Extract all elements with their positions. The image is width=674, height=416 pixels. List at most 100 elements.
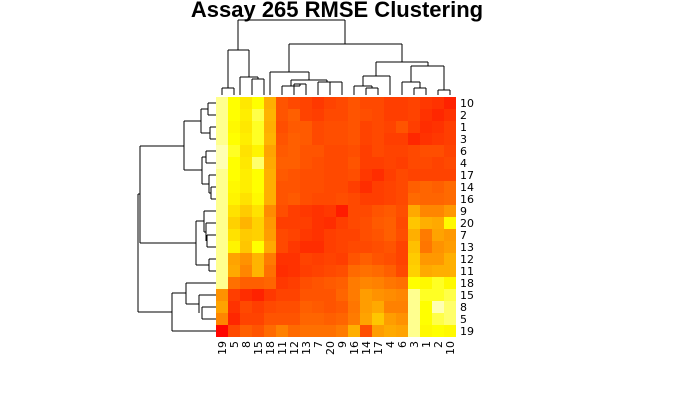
heatmap-cell-r14-c8 [240, 181, 252, 193]
heatmap-cell-r7-c11 [276, 229, 288, 241]
heatmap-cell-r4-c8 [240, 157, 252, 169]
heatmap-cell-r18-c9 [336, 277, 348, 289]
heatmap-cell-r17-c11 [276, 169, 288, 181]
heatmap-cell-r7-c15 [252, 229, 264, 241]
heatmap-cell-r11-c5 [228, 265, 240, 277]
heatmap-cell-r2-c2 [432, 109, 444, 121]
heatmap-cell-r18-c18 [264, 277, 276, 289]
heatmap-cell-r6-c12 [288, 145, 300, 157]
heatmap-cell-r5-c11 [276, 313, 288, 325]
heatmap-cell-r9-c8 [240, 205, 252, 217]
heatmap-cell-r15-c20 [324, 289, 336, 301]
heatmap-cell-r8-c10 [444, 301, 456, 313]
heatmap-cell-r17-c4 [384, 169, 396, 181]
row-label: 9 [460, 205, 467, 218]
heatmap-cell-r14-c11 [276, 181, 288, 193]
heatmap-cell-r16-c9 [336, 193, 348, 205]
heatmap-cell-r3-c11 [276, 133, 288, 145]
heatmap-cell-r20-c1 [420, 217, 432, 229]
heatmap-cell-r2-c13 [300, 109, 312, 121]
heatmap-cell-r4-c12 [288, 157, 300, 169]
heatmap-cell-r16-c7 [312, 193, 324, 205]
heatmap-cell-r5-c1 [420, 313, 432, 325]
heatmap-cell-r6-c6 [396, 145, 408, 157]
heatmap-cell-r17-c8 [240, 169, 252, 181]
heatmap-cell-r18-c11 [276, 277, 288, 289]
heatmap-cell-r2-c1 [420, 109, 432, 121]
heatmap-cell-r1-c2 [432, 121, 444, 133]
column-label: 6 [396, 341, 409, 348]
heatmap-cell-r15-c16 [348, 289, 360, 301]
heatmap-cell-r18-c3 [408, 277, 420, 289]
heatmap-cell-r7-c7 [312, 229, 324, 241]
heatmap-cell-r13-c8 [240, 241, 252, 253]
heatmap-cell-r11-c19 [216, 265, 228, 277]
heatmap-cell-r2-c16 [348, 109, 360, 121]
heatmap-cell-r6-c14 [360, 145, 372, 157]
column-dendrogram [221, 19, 451, 95]
heatmap-cell-r7-c12 [288, 229, 300, 241]
heatmap-cell-r12-c15 [252, 253, 264, 265]
heatmap-cell-r7-c14 [360, 229, 372, 241]
heatmap-cell-r14-c16 [348, 181, 360, 193]
heatmap-cell-r14-c19 [216, 181, 228, 193]
heatmap-cell-r10-c19 [216, 97, 228, 109]
heatmap-cell-r3-c16 [348, 133, 360, 145]
column-label: 20 [324, 341, 337, 355]
heatmap-cell-r18-c13 [300, 277, 312, 289]
heatmap-cell-r18-c17 [372, 277, 384, 289]
heatmap-cell-r2-c8 [240, 109, 252, 121]
heatmap-cell-r11-c9 [336, 265, 348, 277]
heatmap-cell-r12-c7 [312, 253, 324, 265]
heatmap-cell-r3-c14 [360, 133, 372, 145]
heatmap-cell-r4-c1 [420, 157, 432, 169]
heatmap-cell-r19-c6 [396, 325, 408, 337]
row-label: 1 [460, 121, 467, 134]
heatmap-cell-r18-c8 [240, 277, 252, 289]
heatmap-cell-r13-c1 [420, 241, 432, 253]
heatmap-cell-r12-c16 [348, 253, 360, 265]
heatmap-cell-r12-c20 [324, 253, 336, 265]
heatmap-cell-r10-c17 [372, 97, 384, 109]
heatmap-cell-r13-c7 [312, 241, 324, 253]
heatmap-cell-r18-c7 [312, 277, 324, 289]
heatmap-cell-r13-c6 [396, 241, 408, 253]
row-label: 8 [460, 301, 467, 314]
heatmap-cell-r5-c6 [396, 313, 408, 325]
heatmap-cell-r9-c3 [408, 205, 420, 217]
row-label: 10 [460, 97, 474, 110]
heatmap-cell-r3-c13 [300, 133, 312, 145]
heatmap-cell-r17-c20 [324, 169, 336, 181]
heatmap-cell-r17-c12 [288, 169, 300, 181]
heatmap-cell-r9-c20 [324, 205, 336, 217]
row-label: 13 [460, 241, 474, 254]
heatmap-cell-r15-c9 [336, 289, 348, 301]
heatmap-cell-r8-c16 [348, 301, 360, 313]
heatmap-cell-r11-c11 [276, 265, 288, 277]
heatmap-cell-r14-c4 [384, 181, 396, 193]
column-label: 11 [276, 341, 289, 355]
heatmap-cell-r10-c5 [228, 97, 240, 109]
heatmap-cell-r15-c19 [216, 289, 228, 301]
heatmap-cell-r6-c4 [384, 145, 396, 157]
heatmap-cell-r12-c4 [384, 253, 396, 265]
heatmap-cell-r3-c5 [228, 133, 240, 145]
heatmap-cell-r9-c4 [384, 205, 396, 217]
heatmap-cell-r15-c12 [288, 289, 300, 301]
heatmap-cell-r18-c20 [324, 277, 336, 289]
column-label: 14 [360, 341, 373, 355]
heatmap-cell-r16-c18 [264, 193, 276, 205]
column-label: 8 [240, 341, 253, 348]
heatmap-cell-r15-c4 [384, 289, 396, 301]
heatmap-cell-r1-c14 [360, 121, 372, 133]
heatmap-cell-r2-c17 [372, 109, 384, 121]
heatmap-cell-r19-c4 [384, 325, 396, 337]
heatmap-cell-r4-c7 [312, 157, 324, 169]
row-label: 17 [460, 169, 474, 182]
heatmap-cell-r14-c12 [288, 181, 300, 193]
heatmap-cell-r20-c7 [312, 217, 324, 229]
heatmap-cell-r19-c14 [360, 325, 372, 337]
heatmap-cell-r2-c11 [276, 109, 288, 121]
heatmap-cell-r3-c9 [336, 133, 348, 145]
